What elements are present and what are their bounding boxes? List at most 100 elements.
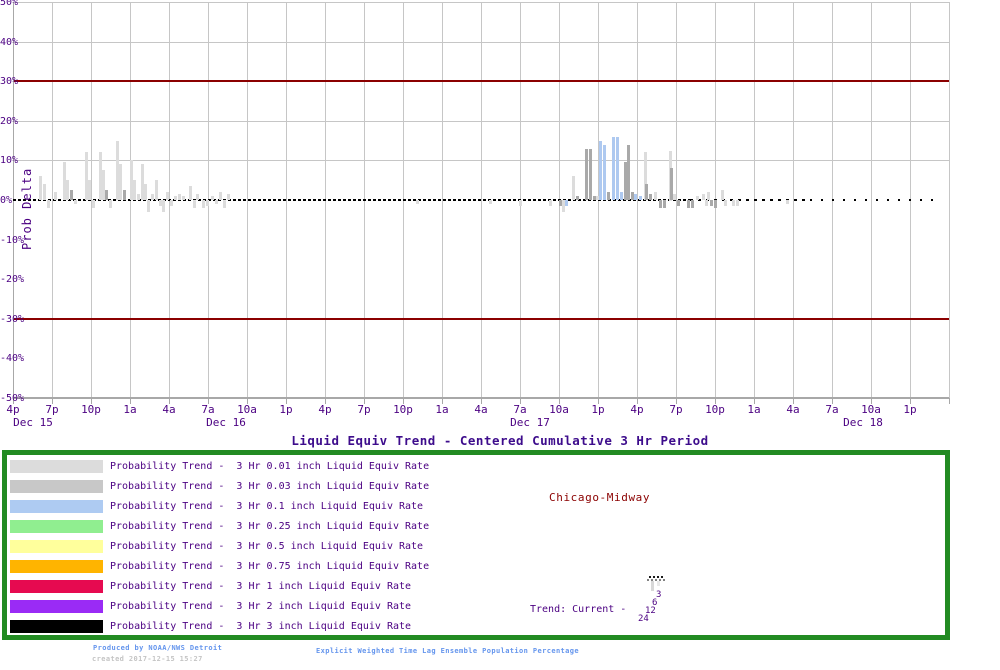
x-tick-label: 10p — [393, 403, 413, 416]
probability-bar-g1 — [137, 194, 140, 200]
x-date-label: Dec 15 — [13, 416, 53, 429]
probability-bar-g1 — [572, 176, 575, 200]
probability-bar-g2 — [663, 200, 666, 208]
x-axis-line — [13, 397, 949, 399]
x-axis-tick — [832, 398, 833, 404]
probability-bar-bl — [599, 141, 602, 200]
x-axis-tick — [247, 398, 248, 404]
probability-bar-g1 — [74, 200, 77, 204]
probability-bar-g1 — [130, 160, 133, 200]
x-tick-label: 4a — [474, 403, 488, 416]
x-date-label: Dec 17 — [510, 416, 550, 429]
horizontal-gridline — [13, 2, 949, 3]
probability-bar-g2 — [559, 200, 562, 206]
trend-icon-dotted-line-2 — [647, 579, 665, 581]
probability-bar-g2 — [659, 200, 662, 208]
legend-swatch — [10, 480, 103, 493]
x-tick-label: 7p — [669, 403, 683, 416]
x-tick-label: 7p — [357, 403, 371, 416]
probability-bar-g2 — [710, 200, 713, 206]
legend-swatch — [10, 520, 103, 533]
y-tick-label: -50% — [0, 393, 25, 404]
probability-bar-g2 — [677, 200, 680, 206]
y-tick-label: -40% — [0, 353, 25, 364]
legend-swatch — [10, 600, 103, 613]
probability-bar-g1 — [66, 180, 69, 200]
legend-box — [2, 450, 950, 640]
probability-bar-g1 — [202, 200, 205, 208]
legend-label: Probability Trend - 3 Hr 2 inch Liquid E… — [110, 601, 412, 612]
x-tick-label: 7a — [513, 403, 527, 416]
probability-bar-bl — [639, 196, 642, 200]
y-tick-label: 0% — [0, 195, 13, 206]
x-axis-tick — [364, 398, 365, 404]
probability-bar-g2 — [585, 149, 588, 200]
probability-bar-g1 — [63, 162, 66, 200]
x-axis-tick — [169, 398, 170, 404]
probability-bar-g2 — [631, 192, 634, 200]
x-date-label: Dec 16 — [206, 416, 246, 429]
legend-swatch — [10, 540, 103, 553]
x-tick-label: 4a — [786, 403, 800, 416]
x-tick-label: 10a — [549, 403, 569, 416]
probability-bar-g2 — [589, 149, 592, 200]
x-tick-label: 10a — [237, 403, 257, 416]
trend-current-label: Trend: Current - — [530, 604, 627, 615]
legend-label: Probability Trend - 3 Hr 0.75 inch Liqui… — [110, 561, 430, 572]
probability-bar-g1 — [174, 196, 177, 200]
probability-bar-g1 — [702, 194, 705, 200]
trend-icon-dotted-line — [649, 576, 663, 578]
x-tick-label: 7a — [201, 403, 215, 416]
chart-plot-area: 4p 7p 10p 1a 4a 7a 10a 1p 4p 7p 10p 1a 4a 7a 10a 1p 4p 7p… — [0, 0, 950, 429]
legend-swatch — [10, 500, 103, 513]
probability-bar-bl — [565, 200, 568, 206]
chart-title: Liquid Equiv Trend - Centered Cumulative… — [291, 433, 709, 448]
probability-bar-g1 — [644, 152, 647, 200]
probability-bar-g1 — [519, 200, 522, 206]
legend-label: Probability Trend - 3 Hr 0.5 inch Liquid… — [110, 541, 424, 552]
probability-bar-g1 — [227, 194, 230, 200]
x-axis-tick — [910, 398, 911, 404]
x-axis-tick — [13, 398, 14, 404]
probability-bar-g1 — [166, 192, 169, 200]
horizontal-gridline — [13, 42, 949, 43]
x-axis-tick — [442, 398, 443, 404]
probability-bar-g1 — [786, 200, 789, 204]
probability-bar-g1 — [721, 190, 724, 200]
x-tick-label: 1a — [435, 403, 449, 416]
probability-bar-g1 — [178, 194, 181, 200]
y-tick-label: -30% — [0, 314, 25, 325]
probability-bar-g1 — [162, 200, 165, 212]
trend-period-number: 3 — [656, 590, 662, 600]
legend-swatch — [10, 460, 103, 473]
x-axis-tick — [559, 398, 560, 404]
x-tick-label: 4p — [6, 403, 20, 416]
x-tick-label: 1p — [591, 403, 605, 416]
vertical-gridline — [949, 2, 950, 398]
x-axis-tick — [793, 398, 794, 404]
legend-swatch — [10, 620, 103, 633]
legend-label: Probability Trend - 3 Hr 0.1 inch Liquid… — [110, 501, 424, 512]
probability-bar-g1 — [133, 180, 136, 200]
legend-label: Probability Trend - 3 Hr 3 inch Liquid E… — [110, 621, 412, 632]
probability-bar-g2 — [123, 190, 126, 200]
probability-bar-g1 — [170, 200, 173, 206]
legend-swatch — [10, 560, 103, 573]
x-axis-tick — [481, 398, 482, 404]
probability-bar-g1 — [654, 192, 657, 200]
probability-bar-g1 — [736, 200, 739, 206]
y-tick-label: 50% — [0, 0, 19, 8]
probability-bar-bl — [634, 194, 637, 200]
station-label: Chicago-Midway — [549, 491, 651, 504]
x-axis-tick — [949, 398, 950, 404]
x-tick-label: 4a — [162, 403, 176, 416]
trend-period-number: 12 — [645, 606, 656, 616]
probability-bar-g2 — [687, 200, 690, 208]
x-axis-tick — [91, 398, 92, 404]
footer-produced-by: Produced by NOAA/NWS Detroit — [93, 644, 223, 652]
x-axis-tick — [520, 398, 521, 404]
x-date-label: Dec 18 — [843, 416, 883, 429]
probability-bar-g1 — [47, 200, 50, 208]
reference-line-30pct — [13, 80, 949, 82]
x-axis-tick — [637, 398, 638, 404]
